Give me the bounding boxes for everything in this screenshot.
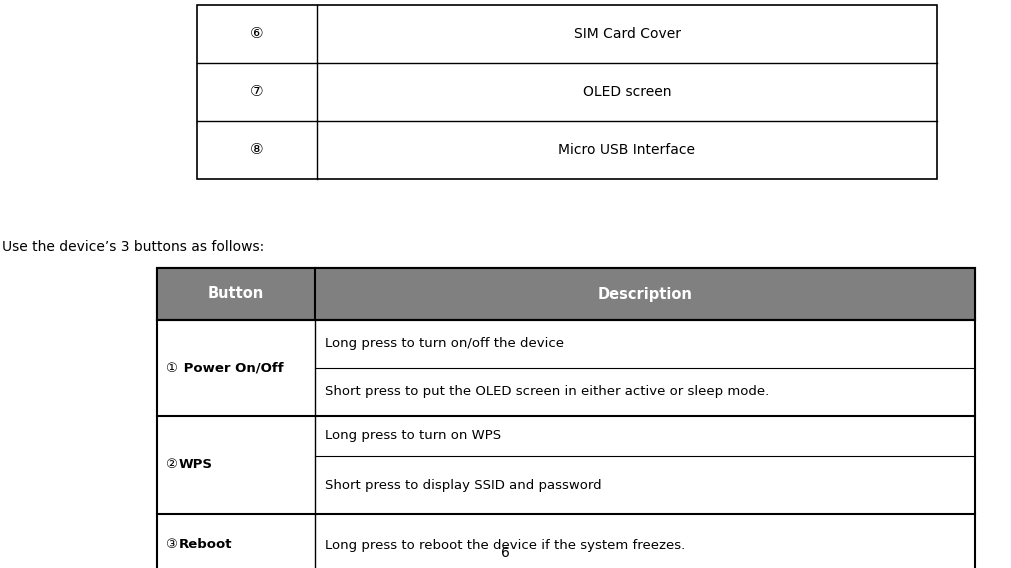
Bar (197, 5, 937, 179)
Bar (157, 268, 975, 568)
Text: Description: Description (598, 286, 693, 302)
Bar (157, 268, 975, 320)
Text: ②: ② (165, 458, 177, 471)
Text: Short press to put the OLED screen in either active or sleep mode.: Short press to put the OLED screen in ei… (325, 386, 769, 399)
Text: OLED screen: OLED screen (582, 85, 671, 99)
Text: Long press to turn on WPS: Long press to turn on WPS (325, 429, 501, 442)
Text: Button: Button (208, 286, 264, 302)
Text: ⑥: ⑥ (250, 27, 264, 41)
Text: Short press to display SSID and password: Short press to display SSID and password (325, 478, 602, 491)
Text: Micro USB Interface: Micro USB Interface (558, 143, 696, 157)
Text: ⑧: ⑧ (250, 143, 264, 157)
Text: ①: ① (165, 361, 177, 374)
Text: Reboot: Reboot (179, 538, 233, 552)
Text: Long press to reboot the device if the system freezes.: Long press to reboot the device if the s… (325, 538, 685, 552)
Text: ⑦: ⑦ (250, 85, 264, 99)
Text: 6: 6 (500, 546, 510, 560)
Text: Power On/Off: Power On/Off (179, 361, 284, 374)
Text: Long press to turn on/off the device: Long press to turn on/off the device (325, 337, 564, 350)
Text: WPS: WPS (179, 458, 213, 471)
Text: ③: ③ (165, 538, 177, 552)
Text: SIM Card Cover: SIM Card Cover (573, 27, 680, 41)
Text: Use the device’s 3 buttons as follows:: Use the device’s 3 buttons as follows: (2, 240, 264, 254)
